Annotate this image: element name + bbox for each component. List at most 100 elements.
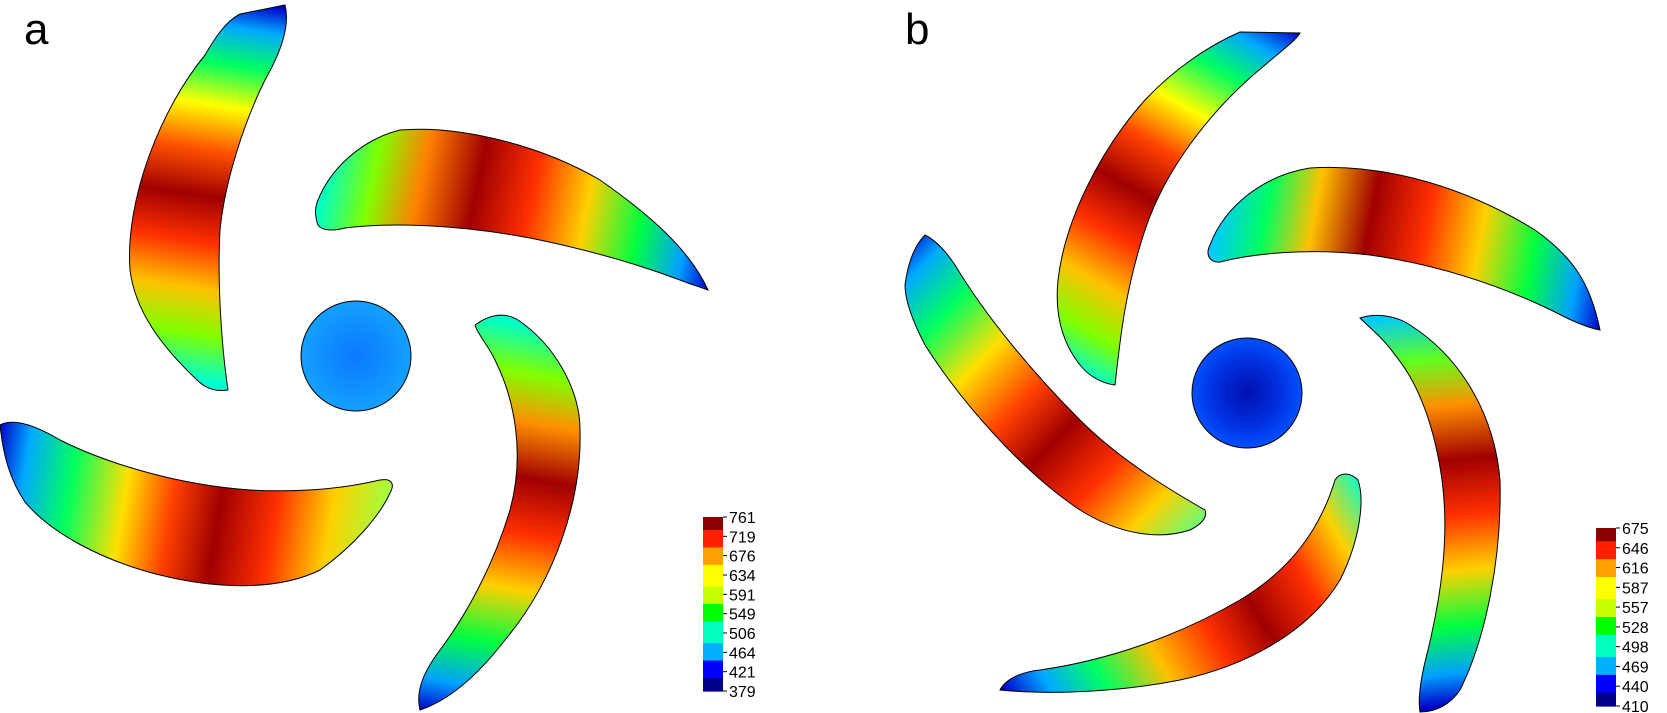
panel-b-blade-2 bbox=[1207, 166, 1601, 331]
panel-b-colorbar-segment bbox=[1596, 679, 1616, 685]
panel-b-blade-1 bbox=[1056, 31, 1301, 386]
panel-a-colorbar-label: 634 bbox=[729, 568, 756, 585]
panel-b-colorbar-segment bbox=[1596, 603, 1616, 609]
panel-b-colorbar-segment bbox=[1596, 576, 1616, 582]
panel-a-blade-3 bbox=[418, 314, 581, 711]
panel-a-colorbar-segment bbox=[703, 595, 723, 601]
panel-a-colorbar-segment bbox=[703, 556, 723, 562]
panel-b-colorbar-segment bbox=[1596, 697, 1616, 703]
panel-a-colorbar-segment bbox=[703, 604, 723, 609]
panel-b-blade-5 bbox=[904, 234, 1207, 536]
panel-a-colorbar-segment bbox=[703, 543, 723, 549]
panel-b-colorbar-label: 410 bbox=[1622, 699, 1649, 713]
panel-a-colorbar-segment bbox=[703, 660, 723, 666]
panel-a-colorbar-segment bbox=[703, 590, 723, 596]
panel-a-colorbar-segment bbox=[703, 530, 723, 535]
panel-a-colorbar-segment bbox=[703, 647, 723, 653]
panel-a-colorbar-segment bbox=[703, 625, 723, 631]
panel-b-colorbar-label: 675 bbox=[1622, 521, 1649, 538]
panel-b-blade-4 bbox=[999, 473, 1362, 693]
panel-a-colorbar-segment bbox=[703, 673, 723, 679]
panel-a-blade-1 bbox=[129, 4, 287, 391]
panel-b-colorbar-segment bbox=[1596, 648, 1616, 654]
panel-b-colorbar-label: 469 bbox=[1622, 659, 1649, 676]
panel-a-colorbar-segment bbox=[703, 560, 723, 566]
panel-b-colorbar-segment bbox=[1596, 634, 1616, 640]
panel-a-colorbar-segment bbox=[703, 525, 723, 531]
panel-b-colorbar-segment bbox=[1596, 630, 1616, 636]
panel-a-colorbar-segment bbox=[703, 599, 723, 605]
panel-b-colorbar-segment bbox=[1596, 617, 1616, 623]
panel-b-colorbar-segment bbox=[1596, 670, 1616, 676]
panel-a-colorbar-segment bbox=[703, 547, 723, 553]
panel-a-colorbar-segment bbox=[703, 586, 723, 592]
panel-a-colorbar-segment bbox=[703, 656, 723, 662]
panel-b-colorbar-label: 498 bbox=[1622, 640, 1649, 657]
panel-a-colorbar-segment bbox=[703, 617, 723, 622]
panel-a-colorbar: 761 719 676 634 591 549 506 464 421 379 bbox=[703, 510, 756, 701]
panel-a-colorbar-segment bbox=[703, 686, 723, 692]
panel-b-colorbar-segment bbox=[1596, 688, 1616, 694]
panel-b-colorbar-segment bbox=[1596, 541, 1616, 547]
panel-a-blade-4 bbox=[0, 421, 393, 587]
panel-b-colorbar-segment bbox=[1596, 683, 1616, 689]
panel-b-colorbar-segment bbox=[1596, 536, 1616, 542]
panel-a-colorbar-segment bbox=[703, 521, 723, 527]
panel-a-blade-2 bbox=[315, 128, 709, 291]
panel-a-colorbar-segment bbox=[703, 517, 723, 522]
panel-a-colorbar-segment bbox=[703, 534, 723, 540]
panel-b-colorbar-segment bbox=[1596, 545, 1616, 551]
panel-b-colorbar-segment bbox=[1596, 563, 1616, 569]
panel-a-colorbar-label: 591 bbox=[729, 587, 756, 604]
panel-a-colorbar-segment bbox=[703, 582, 723, 588]
panel-a-colorbar-segment bbox=[703, 669, 723, 675]
panel-b-colorbar-segment bbox=[1596, 559, 1616, 565]
panel-b-colorbar-segment bbox=[1596, 652, 1616, 658]
panel-a-colorbar-segment bbox=[703, 630, 723, 636]
panel-b-colorbar: 675 646 616 587 557 528 498 469 440 410 bbox=[1596, 521, 1649, 713]
panel-a-colorbar-label: 676 bbox=[729, 549, 756, 566]
panel-b-colorbar-label: 587 bbox=[1622, 580, 1649, 597]
panel-b-letter: b bbox=[905, 5, 930, 54]
panel-a-colorbar-segment bbox=[703, 612, 723, 618]
panel-a-colorbar-label: 506 bbox=[729, 626, 756, 643]
panel-a-colorbar-label: 719 bbox=[729, 529, 756, 546]
panel-a-colorbar-segment bbox=[703, 651, 723, 657]
panel-b-colorbar-segment bbox=[1596, 643, 1616, 649]
panel-b-colorbar-segment bbox=[1596, 572, 1616, 578]
panel-b-colorbar-segment bbox=[1596, 621, 1616, 627]
panel-b-colorbar-segment bbox=[1596, 594, 1616, 600]
panel-b-blade-3 bbox=[1359, 314, 1501, 713]
panel-a-colorbar-segment bbox=[703, 551, 723, 557]
panel-a-colorbar-segment bbox=[703, 682, 723, 688]
panel-a-colorbar-segment bbox=[703, 634, 723, 640]
panel-b-colorbar-segment bbox=[1596, 568, 1616, 574]
panel-b-colorbar-segment bbox=[1596, 674, 1616, 680]
panel-b-colorbar-segment bbox=[1596, 665, 1616, 671]
panel-b-colorbar-segment bbox=[1596, 554, 1616, 560]
panel-a-colorbar-segment bbox=[703, 621, 723, 627]
panel-b-colorbar-segment bbox=[1596, 550, 1616, 556]
panel-a-impeller bbox=[0, 4, 709, 711]
panel-b-colorbar-label: 646 bbox=[1622, 541, 1649, 558]
panel-a-colorbar-segment bbox=[703, 638, 723, 644]
panel-a-colorbar-segment bbox=[703, 643, 723, 649]
panel-a-colorbar-segment bbox=[703, 608, 723, 614]
panel-a-colorbar-label: 464 bbox=[729, 645, 756, 662]
panel-b-impeller bbox=[904, 31, 1601, 713]
panel-a-colorbar-segment bbox=[703, 664, 723, 670]
panel-b-colorbar-segment bbox=[1596, 608, 1616, 614]
panel-b-colorbar-segment bbox=[1596, 639, 1616, 645]
panel-a-colorbar-segment bbox=[703, 577, 723, 583]
panel-a-colorbar-segment bbox=[703, 569, 723, 575]
panel-a-colorbar-label: 761 bbox=[729, 510, 756, 527]
panel-a-colorbar-label: 379 bbox=[729, 684, 756, 701]
panel-b-hub bbox=[1191, 337, 1303, 449]
panel-b-colorbar-label: 616 bbox=[1622, 561, 1649, 578]
panel-b-colorbar-label: 557 bbox=[1622, 600, 1649, 617]
panel-b-colorbar-segment bbox=[1596, 585, 1616, 591]
panel-a-colorbar-segment bbox=[703, 573, 723, 579]
panel-b-colorbar-segment bbox=[1596, 532, 1616, 538]
panel-b-colorbar-segment bbox=[1596, 692, 1616, 698]
